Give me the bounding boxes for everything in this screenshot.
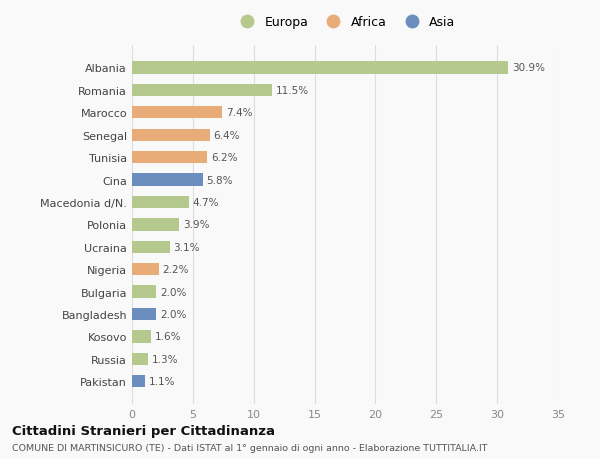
Text: 1.6%: 1.6%: [155, 332, 182, 342]
Bar: [132, 353, 148, 365]
Bar: [132, 196, 189, 209]
Text: 2.0%: 2.0%: [160, 309, 187, 319]
Bar: [132, 330, 151, 343]
Text: 4.7%: 4.7%: [193, 197, 220, 207]
Text: COMUNE DI MARTINSICURO (TE) - Dati ISTAT al 1° gennaio di ogni anno - Elaborazio: COMUNE DI MARTINSICURO (TE) - Dati ISTAT…: [12, 443, 487, 452]
Bar: [132, 286, 157, 298]
Text: 1.1%: 1.1%: [149, 376, 176, 386]
Text: 11.5%: 11.5%: [275, 86, 309, 95]
Text: 1.3%: 1.3%: [151, 354, 178, 364]
Bar: [132, 241, 170, 253]
Text: 6.4%: 6.4%: [214, 130, 240, 140]
Bar: [132, 107, 222, 119]
Text: 7.4%: 7.4%: [226, 108, 252, 118]
Bar: [132, 263, 159, 276]
Text: 3.1%: 3.1%: [173, 242, 200, 252]
Legend: Europa, Africa, Asia: Europa, Africa, Asia: [235, 17, 455, 29]
Text: 5.8%: 5.8%: [206, 175, 233, 185]
Text: 2.2%: 2.2%: [163, 265, 189, 274]
Text: 6.2%: 6.2%: [211, 153, 238, 163]
Bar: [132, 219, 179, 231]
Bar: [132, 375, 145, 388]
Text: 3.9%: 3.9%: [183, 220, 209, 230]
Bar: [132, 129, 210, 141]
Bar: [132, 84, 272, 97]
Bar: [132, 151, 208, 164]
Text: 30.9%: 30.9%: [512, 63, 545, 73]
Bar: [132, 308, 157, 320]
Bar: [132, 174, 203, 186]
Text: 2.0%: 2.0%: [160, 287, 187, 297]
Text: Cittadini Stranieri per Cittadinanza: Cittadini Stranieri per Cittadinanza: [12, 424, 275, 437]
Bar: [132, 62, 508, 74]
